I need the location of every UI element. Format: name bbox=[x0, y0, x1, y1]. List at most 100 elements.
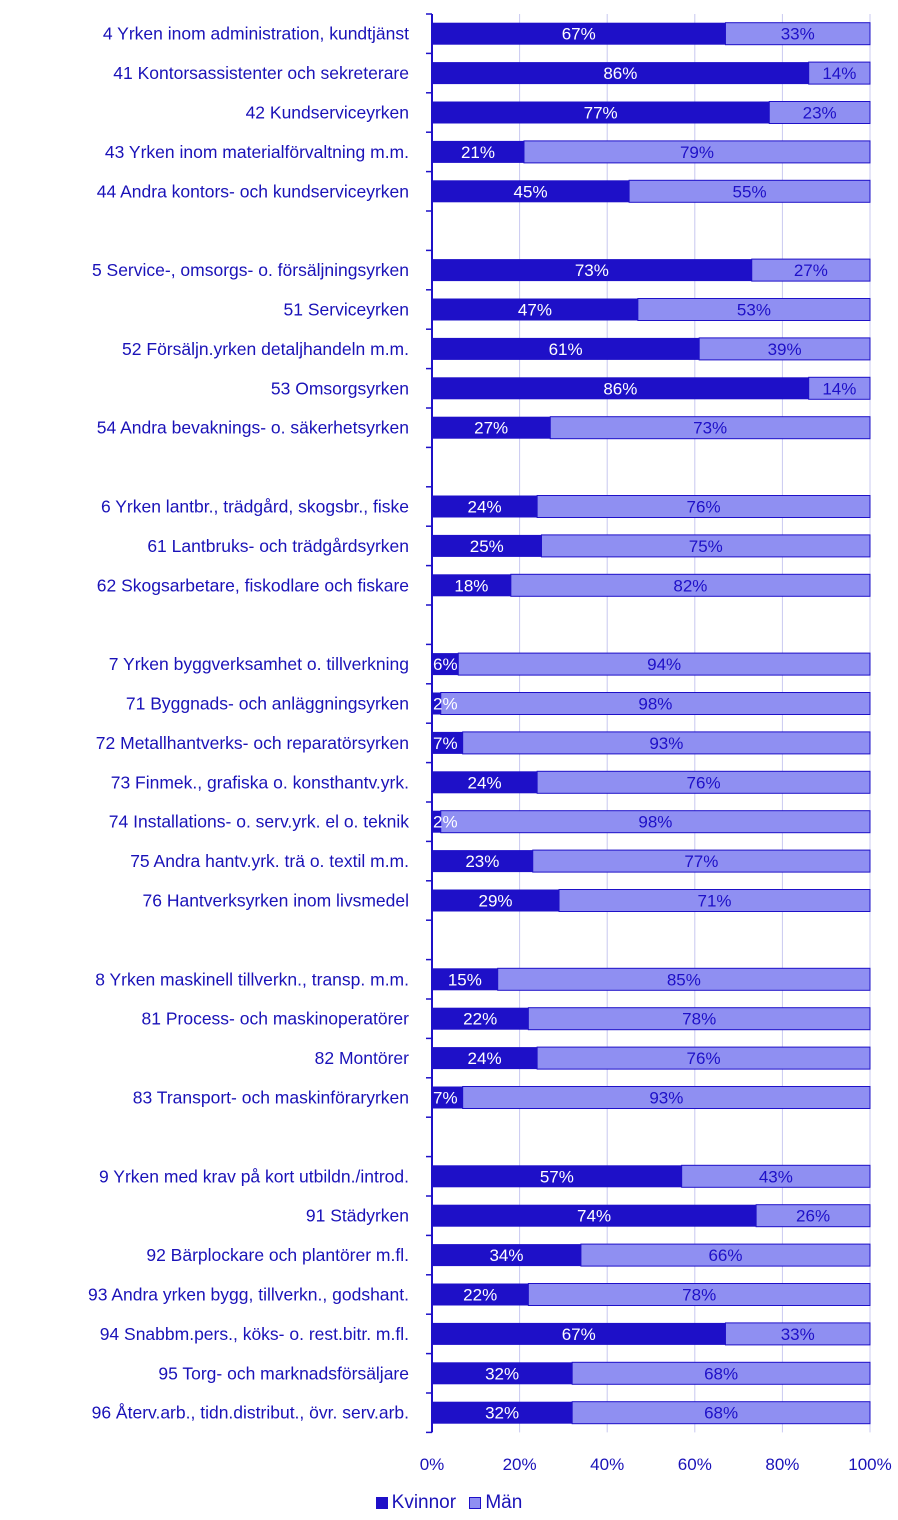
category-label: 74 Installations- o. serv.yrk. el o. tek… bbox=[109, 812, 409, 832]
data-label-kvinnor: 22% bbox=[463, 1286, 497, 1305]
bar-man bbox=[558, 889, 871, 912]
bar-kvinnor bbox=[432, 534, 542, 557]
category-label: 93 Andra yrken bygg, tillverkn., godshan… bbox=[88, 1285, 409, 1305]
data-label-kvinnor: 24% bbox=[468, 773, 502, 792]
bar-kvinnor bbox=[432, 22, 726, 45]
bar-kvinnor bbox=[432, 1007, 529, 1030]
category-label: 54 Andra bevaknings- o. säkerhetsyrken bbox=[97, 418, 409, 438]
x-tick-label: 40% bbox=[590, 1455, 624, 1474]
data-label-man: 75% bbox=[689, 537, 723, 556]
legend: Kvinnor Män bbox=[0, 1492, 898, 1514]
data-label-kvinnor: 29% bbox=[478, 892, 512, 911]
category-label: 83 Transport- och maskinföraryrken bbox=[133, 1088, 409, 1108]
bar-man bbox=[637, 298, 871, 321]
data-label-kvinnor: 27% bbox=[474, 419, 508, 438]
category-label: 94 Snabbm.pers., köks- o. rest.bitr. m.f… bbox=[100, 1324, 409, 1344]
bar-kvinnor bbox=[432, 968, 498, 991]
legend-label-man: Män bbox=[485, 1492, 523, 1513]
bar-man bbox=[532, 849, 871, 873]
data-label-man: 73% bbox=[693, 419, 727, 438]
category-label: 61 Lantbruks- och trädgårdsyrken bbox=[147, 536, 409, 556]
data-label-man: 66% bbox=[708, 1246, 742, 1265]
category-label: 72 Metallhantverks- och reparatörsyrken bbox=[96, 733, 409, 753]
legend-item-kvinnor: Kvinnor bbox=[375, 1492, 457, 1514]
data-label-man: 14% bbox=[822, 379, 856, 398]
category-label: 51 Serviceyrken bbox=[284, 300, 409, 320]
bar-man bbox=[462, 731, 871, 755]
data-label-kvinnor: 45% bbox=[514, 182, 548, 201]
data-label-man: 76% bbox=[687, 773, 721, 792]
category-label: 7 Yrken byggverksamhet o. tillverkning bbox=[109, 654, 409, 674]
bar-kvinnor bbox=[432, 62, 809, 85]
data-label-man: 14% bbox=[822, 64, 856, 83]
bar-man bbox=[510, 573, 871, 597]
data-label-man: 77% bbox=[684, 852, 718, 871]
bar-man bbox=[536, 1046, 871, 1070]
data-label-man: 78% bbox=[682, 1286, 716, 1305]
data-label-man: 82% bbox=[673, 576, 707, 595]
bar-man bbox=[808, 61, 871, 85]
bar-kvinnor bbox=[432, 1244, 581, 1267]
bar-kvinnor bbox=[432, 1086, 463, 1109]
legend-label-kvinnor: Kvinnor bbox=[391, 1492, 457, 1513]
bar-man bbox=[536, 495, 871, 518]
bar-kvinnor bbox=[432, 101, 770, 124]
bar-man bbox=[527, 1007, 871, 1031]
bar-man bbox=[681, 1164, 871, 1188]
data-label-kvinnor: 24% bbox=[468, 1049, 502, 1068]
data-label-man: 33% bbox=[781, 1325, 815, 1344]
category-label: 75 Andra hantv.yrk. trä o. textil m.m. bbox=[130, 851, 409, 871]
data-label-man: 93% bbox=[649, 1089, 683, 1108]
data-label-kvinnor: 57% bbox=[540, 1167, 574, 1186]
data-label-man: 23% bbox=[803, 104, 837, 123]
data-label-man: 68% bbox=[704, 1404, 738, 1423]
data-label-kvinnor: 18% bbox=[454, 576, 488, 595]
data-label-kvinnor: 24% bbox=[468, 498, 502, 517]
data-label-kvinnor: 34% bbox=[489, 1246, 523, 1265]
data-label-kvinnor: 32% bbox=[485, 1404, 519, 1423]
category-label: 62 Skogsarbetare, fiskodlare och fiskare bbox=[97, 575, 409, 595]
data-label-man: 98% bbox=[638, 695, 672, 714]
data-label-man: 94% bbox=[647, 655, 681, 674]
bar-man bbox=[768, 101, 871, 124]
bar-kvinnor bbox=[432, 180, 630, 203]
data-label-kvinnor: 25% bbox=[470, 537, 504, 556]
legend-item-man: Män bbox=[469, 1492, 522, 1514]
category-label: 71 Byggnads- och anläggningsyrken bbox=[126, 694, 409, 714]
data-label-man: 39% bbox=[768, 340, 802, 359]
bar-man bbox=[541, 534, 871, 558]
bar-kvinnor bbox=[432, 1165, 682, 1188]
bar-man bbox=[536, 770, 871, 794]
bar-man bbox=[755, 1204, 871, 1228]
bar-kvinnor bbox=[432, 377, 809, 400]
bar-man bbox=[440, 810, 871, 834]
data-label-man: 55% bbox=[733, 182, 767, 201]
data-label-kvinnor: 7% bbox=[433, 734, 458, 753]
bar-kvinnor bbox=[432, 771, 538, 794]
category-label: 92 Bärplockare och plantörer m.fl. bbox=[146, 1245, 409, 1265]
category-label: 44 Andra kontors- och kundserviceyrken bbox=[97, 181, 409, 201]
category-label: 52 Försäljn.yrken detaljhandeln m.m. bbox=[122, 339, 409, 359]
data-label-kvinnor: 23% bbox=[465, 852, 499, 871]
data-label-man: 76% bbox=[687, 1049, 721, 1068]
data-label-kvinnor: 86% bbox=[603, 64, 637, 83]
bar-man bbox=[751, 258, 871, 282]
data-label-man: 27% bbox=[794, 261, 828, 280]
legend-swatch-man bbox=[469, 1496, 482, 1509]
data-label-kvinnor: 73% bbox=[575, 261, 609, 280]
category-label: 8 Yrken maskinell tillverkn., transp. m.… bbox=[95, 969, 409, 989]
bar-kvinnor bbox=[432, 653, 459, 676]
x-tick-label: 0% bbox=[420, 1455, 445, 1474]
bar-man bbox=[527, 1283, 871, 1306]
bar-kvinnor bbox=[432, 1362, 573, 1385]
data-label-man: 93% bbox=[649, 734, 683, 753]
data-label-kvinnor: 61% bbox=[549, 340, 583, 359]
category-label: 82 Montörer bbox=[315, 1048, 410, 1068]
category-label: 42 Kundserviceyrken bbox=[246, 103, 409, 123]
bar-kvinnor bbox=[432, 140, 524, 163]
bar-kvinnor bbox=[432, 298, 638, 321]
x-tick-label: 100% bbox=[848, 1455, 891, 1474]
bar-kvinnor bbox=[432, 810, 441, 833]
bar-man bbox=[698, 337, 871, 361]
data-label-man: 71% bbox=[697, 892, 731, 911]
